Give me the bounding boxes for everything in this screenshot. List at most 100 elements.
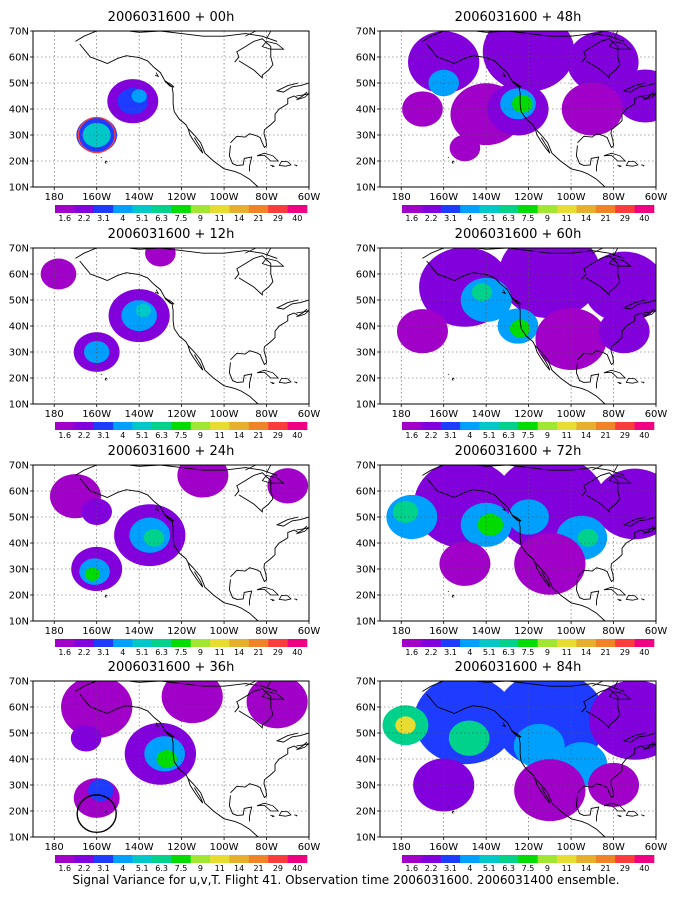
- latitude-tick-label: 30N: [9, 565, 29, 576]
- colorbar-swatch: [440, 639, 461, 647]
- longitude-tick-label: 180: [392, 192, 411, 203]
- longitude-tick-label: 80W: [255, 626, 278, 637]
- colorbar-label: 40: [292, 648, 302, 657]
- coastline: [230, 91, 308, 149]
- colorbar-label: 9: [545, 214, 550, 223]
- observation-circle: [77, 116, 116, 154]
- colorbar-label: 14: [581, 648, 591, 657]
- coastline: [79, 260, 259, 404]
- island-outline: [104, 594, 108, 598]
- longitude-tick-label: 80W: [602, 192, 625, 203]
- coastline: [422, 31, 625, 42]
- coastline: [426, 43, 606, 187]
- coastline: [622, 732, 656, 743]
- colorbar-swatch: [113, 205, 133, 213]
- colorbar-swatch: [498, 422, 519, 430]
- colorbar-label: 2.2: [78, 648, 91, 657]
- longitude-tick-label: 160W: [429, 842, 458, 853]
- longitude-tick-label: 180: [45, 842, 64, 853]
- colorbar-swatch: [74, 205, 95, 213]
- coastline: [275, 299, 309, 310]
- latitude-tick-label: 70N: [9, 27, 29, 38]
- colorbar-label: 14: [581, 431, 591, 440]
- colorbar-label: 5.1: [483, 864, 496, 873]
- colorbar-label: 21: [253, 214, 263, 223]
- colorbar-swatch: [421, 855, 442, 863]
- colorbar-label: 11: [562, 431, 572, 440]
- island-outline: [643, 93, 656, 101]
- variance-contour: [84, 567, 101, 581]
- coastline: [79, 43, 259, 187]
- island-outline: [641, 164, 645, 167]
- colorbar-swatch: [518, 205, 538, 213]
- longitude-tick-label: 180: [392, 842, 411, 853]
- colorbar-swatch: [595, 855, 616, 863]
- coastline: [426, 477, 606, 621]
- colorbar-swatch: [151, 639, 172, 647]
- map-panel: 2006031600 + 36h 180 160W 140W 120W 100W 80W 60…: [9, 660, 321, 873]
- colorbar-swatch: [229, 639, 250, 647]
- colorbar-swatch: [190, 422, 211, 430]
- island-outline: [256, 802, 280, 812]
- latitude-tick-label: 20N: [9, 591, 29, 602]
- island-outline: [592, 31, 619, 39]
- colorbar-swatch: [537, 639, 558, 647]
- colorbar-label: 11: [215, 864, 225, 873]
- coastline: [79, 477, 259, 621]
- longitude-tick-label: 160W: [82, 626, 111, 637]
- variance-contour: [509, 319, 531, 338]
- island-outline: [451, 160, 455, 164]
- coastline: [422, 681, 625, 692]
- island-outline: [100, 156, 102, 158]
- latitude-tick-label: 60N: [9, 703, 29, 714]
- colorbar-swatch: [171, 855, 191, 863]
- coastline: [622, 82, 656, 93]
- map-panel: 2006031600 + 60h 180 160W 140W 120W 100W 80W 60…: [356, 227, 668, 440]
- coastline: [230, 308, 308, 366]
- colorbar-swatch: [615, 205, 635, 213]
- variance-contour: [448, 720, 490, 756]
- latitude-tick-label: 20N: [356, 807, 376, 818]
- coastline: [275, 732, 309, 743]
- colorbar-swatch: [634, 422, 655, 430]
- island-outline: [641, 598, 645, 601]
- island-outline: [245, 681, 272, 689]
- variance-contour: [81, 498, 112, 526]
- island-outline: [261, 41, 285, 50]
- colorbar-label: 4: [467, 864, 472, 873]
- colorbar-label: 2.2: [78, 214, 91, 223]
- map-panel: 2006031600 + 72h 180 160W 140W 120W 100W 80W 60…: [356, 444, 668, 657]
- island-outline: [164, 297, 175, 305]
- variance-contour: [70, 724, 102, 752]
- colorbar-swatch: [268, 422, 288, 430]
- colorbar-label: 5.1: [483, 214, 496, 223]
- coastline: [575, 145, 600, 172]
- longitude-tick-label: 180: [392, 626, 411, 637]
- colorbar-label: 11: [215, 648, 225, 657]
- colorbar-label: 40: [639, 214, 649, 223]
- panel-title: 2006031600 + 36h: [108, 660, 235, 675]
- colorbar-label: 9: [198, 648, 203, 657]
- colorbar-swatch: [210, 855, 230, 863]
- panel-title: 2006031600 + 60h: [455, 227, 582, 242]
- island-outline: [592, 465, 619, 473]
- colorbar-swatch: [557, 855, 577, 863]
- coastline: [602, 186, 604, 187]
- colorbar-label: 6.3: [502, 214, 515, 223]
- colorbar-label: 21: [600, 864, 610, 873]
- coastline: [228, 362, 253, 389]
- map-panel: 2006031600 + 00h 180 160W 140W 120W 100W 80W 60…: [9, 10, 321, 223]
- latitude-tick-label: 50N: [356, 296, 376, 307]
- colorbar-label: 3.1: [97, 214, 110, 223]
- colorbar-label: 14: [234, 431, 244, 440]
- colorbar-label: 7.5: [175, 214, 188, 223]
- colorbar-swatch: [479, 205, 500, 213]
- colorbar-label: 3.1: [444, 214, 457, 223]
- latitude-tick-label: 40N: [9, 105, 29, 116]
- island-outline: [294, 164, 298, 167]
- variance-contour: [449, 134, 481, 162]
- colorbar-swatch: [210, 422, 230, 430]
- variance-contour: [156, 750, 177, 768]
- coastline: [75, 31, 278, 42]
- longitude-tick-label: 80W: [602, 409, 625, 420]
